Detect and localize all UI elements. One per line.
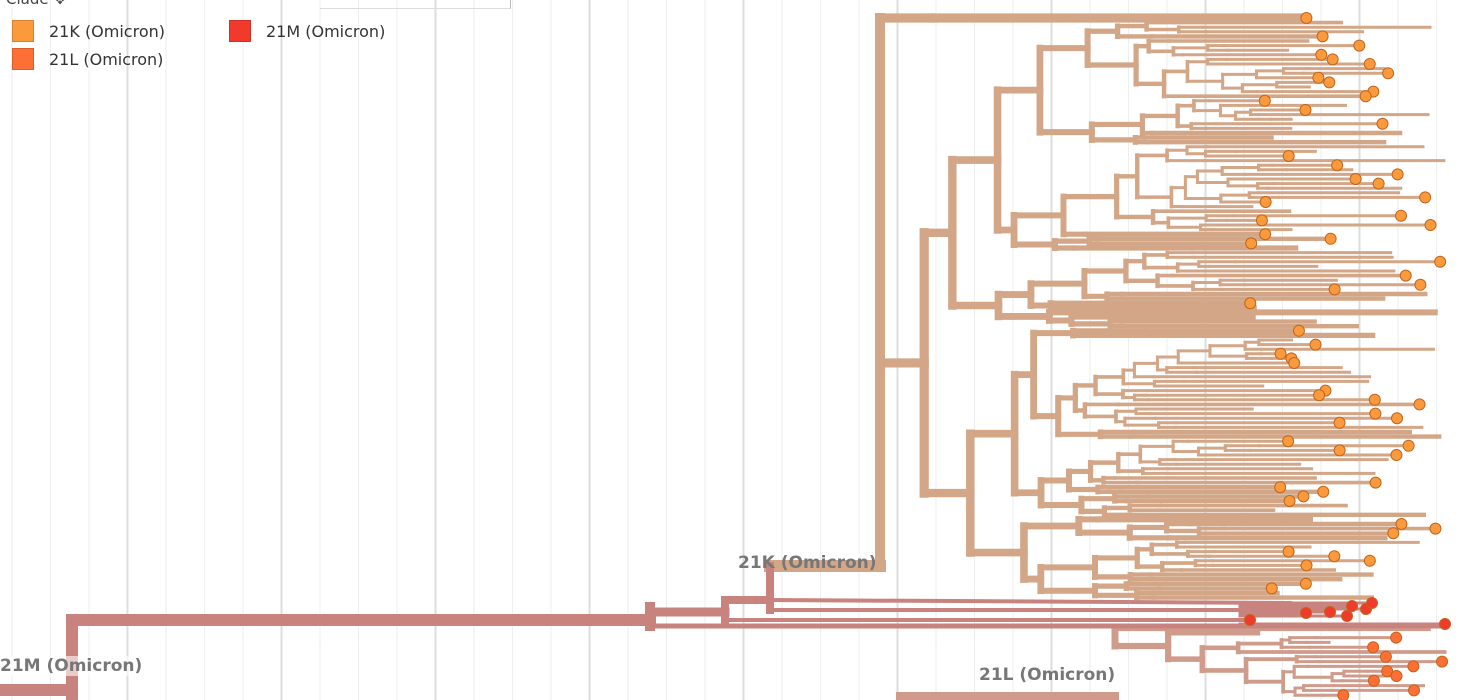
- tip-node[interactable]: [1245, 237, 1258, 250]
- tip-node[interactable]: [1395, 518, 1408, 530]
- tip-node[interactable]: [1376, 117, 1389, 130]
- tip-node[interactable]: [1309, 338, 1322, 351]
- tip-node[interactable]: [1312, 71, 1325, 84]
- tip-node[interactable]: [1324, 606, 1336, 618]
- tip-node[interactable]: [1391, 168, 1404, 181]
- tip-node[interactable]: [1408, 684, 1421, 697]
- tip-node[interactable]: [1300, 607, 1312, 619]
- clade-label-21l[interactable]: 21L (Omicron): [979, 665, 1116, 685]
- tip-node[interactable]: [1387, 527, 1400, 540]
- tip-node[interactable]: [1390, 670, 1403, 682]
- tip-node[interactable]: [1349, 173, 1362, 185]
- tip-node[interactable]: [1436, 655, 1449, 668]
- tip-node[interactable]: [1367, 674, 1380, 687]
- tip-node[interactable]: [1359, 90, 1372, 103]
- tip-node[interactable]: [1299, 577, 1312, 590]
- clade-label-21m[interactable]: 21M (Omicron): [0, 656, 143, 676]
- tip-node[interactable]: [1299, 104, 1312, 116]
- legend-label: 21M (Omicron): [266, 21, 386, 41]
- color-swatch: [12, 48, 34, 70]
- tip-node[interactable]: [1363, 58, 1376, 70]
- tip-node[interactable]: [1300, 12, 1313, 24]
- tip-node[interactable]: [1244, 297, 1257, 310]
- tip-node[interactable]: [1346, 600, 1358, 612]
- tip-node[interactable]: [1394, 209, 1407, 222]
- tip-node[interactable]: [1429, 522, 1442, 535]
- tip-node[interactable]: [1326, 53, 1339, 66]
- tip-node[interactable]: [1407, 660, 1420, 673]
- tip-node[interactable]: [1414, 278, 1427, 291]
- tip-node[interactable]: [1255, 214, 1268, 227]
- tip-node[interactable]: [1331, 159, 1344, 172]
- legend-item-21l[interactable]: 21L (Omicron): [12, 48, 163, 70]
- tip-node[interactable]: [1382, 67, 1395, 80]
- legend-label: 21L (Omicron): [49, 49, 164, 69]
- legend-item-21m[interactable]: 21M (Omicron): [229, 20, 385, 42]
- tip-node[interactable]: [1391, 412, 1404, 425]
- tip-node[interactable]: [1369, 407, 1382, 420]
- clade-label-21k[interactable]: 21K (Omicron): [738, 553, 877, 573]
- tip-node[interactable]: [1315, 48, 1328, 61]
- tip-node[interactable]: [1390, 449, 1403, 461]
- expand-icon[interactable]: ✥: [54, 0, 66, 8]
- tip-node[interactable]: [1259, 196, 1272, 208]
- tip-node[interactable]: [1259, 228, 1272, 241]
- tip-node[interactable]: [1341, 610, 1353, 622]
- tip-node[interactable]: [1366, 597, 1378, 609]
- tip-node[interactable]: [1313, 389, 1326, 402]
- tip-node[interactable]: [1390, 631, 1403, 644]
- tip-node[interactable]: [1328, 283, 1341, 296]
- tree-branch[interactable]: [767, 597, 1293, 606]
- color-swatch: [229, 20, 251, 42]
- tip-node[interactable]: [1297, 490, 1310, 503]
- tip-node[interactable]: [1316, 30, 1329, 43]
- tip-node[interactable]: [1274, 481, 1287, 494]
- tip-node[interactable]: [1258, 94, 1271, 107]
- tip-node[interactable]: [1399, 269, 1412, 282]
- tip-node[interactable]: [1333, 416, 1346, 429]
- color-swatch: [12, 20, 34, 42]
- tip-node[interactable]: [1413, 398, 1426, 411]
- tip-node[interactable]: [1337, 689, 1350, 700]
- tip-node[interactable]: [1244, 614, 1256, 626]
- tip-node[interactable]: [1328, 550, 1341, 563]
- legend-header[interactable]: Clade ✥: [6, 0, 66, 8]
- tip-node[interactable]: [1402, 439, 1415, 452]
- tip-node[interactable]: [1265, 582, 1278, 595]
- legend-item-21k[interactable]: 21K (Omicron): [12, 20, 165, 42]
- tip-node[interactable]: [1317, 485, 1330, 498]
- tip-node[interactable]: [1333, 444, 1346, 457]
- tip-node[interactable]: [1372, 177, 1385, 190]
- tip-node[interactable]: [1379, 650, 1392, 663]
- tip-node[interactable]: [1323, 76, 1336, 89]
- tip-node[interactable]: [1367, 641, 1380, 654]
- legend-title: Clade: [6, 0, 49, 8]
- tip-node[interactable]: [1282, 545, 1295, 558]
- tip-node[interactable]: [1419, 191, 1432, 204]
- tip-node[interactable]: [1381, 665, 1394, 678]
- tip-node[interactable]: [1274, 347, 1287, 360]
- tip-node[interactable]: [1282, 150, 1295, 162]
- tip-node[interactable]: [1363, 554, 1376, 567]
- toolbar-edge: [320, 0, 511, 9]
- tip-node[interactable]: [1288, 357, 1301, 369]
- tip-node[interactable]: [1292, 324, 1305, 337]
- tip-node[interactable]: [1282, 435, 1295, 448]
- tip-node[interactable]: [1369, 476, 1382, 489]
- tip-node[interactable]: [1424, 219, 1437, 231]
- tip-node[interactable]: [1353, 39, 1366, 52]
- tip-node[interactable]: [1439, 618, 1451, 630]
- tip-node[interactable]: [1368, 393, 1381, 406]
- tip-node[interactable]: [1300, 559, 1313, 572]
- legend-label: 21K (Omicron): [49, 21, 165, 41]
- tip-node[interactable]: [1324, 232, 1337, 245]
- tip-node[interactable]: [1434, 255, 1447, 268]
- tip-node[interactable]: [1283, 495, 1296, 507]
